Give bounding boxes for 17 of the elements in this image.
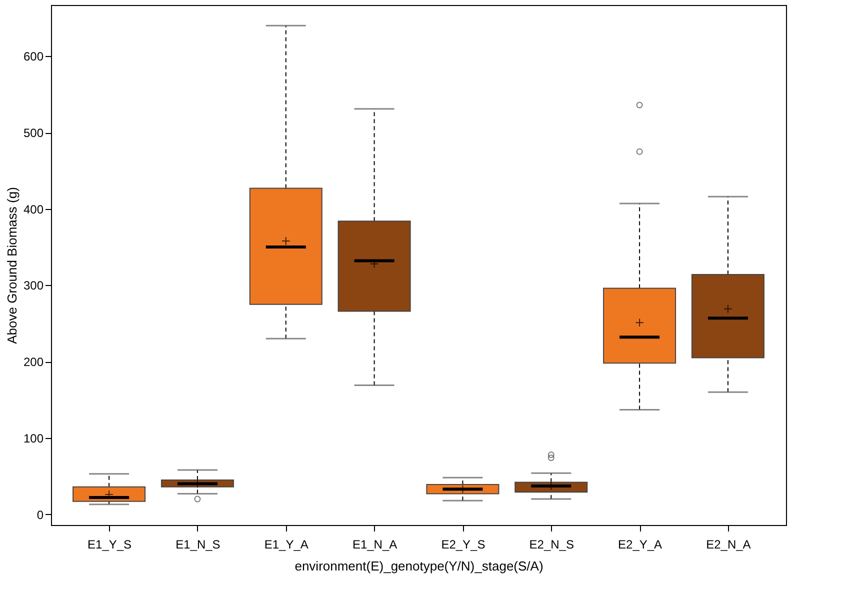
x-tick-label: E2_N_A — [706, 538, 751, 552]
y-tick-label: 600 — [23, 50, 44, 64]
y-tick-label: 300 — [23, 278, 44, 293]
y-tick-label: 100 — [23, 431, 44, 446]
x-tick-label: E2_Y_S — [441, 538, 486, 552]
x-tick-label: E1_Y_S — [88, 538, 132, 552]
y-axis-title: Above Ground Biomass (g) — [4, 187, 20, 344]
x-tick-label: E1_Y_A — [264, 538, 308, 552]
x-axis-title: environment(E)_genotype(Y/N)_stage(S/A) — [294, 558, 544, 574]
x-tick-label: E2_Y_A — [618, 538, 662, 552]
x-tick-label: E1_N_S — [176, 538, 220, 552]
y-tick-label: 400 — [23, 202, 44, 216]
y-tick-label: 200 — [23, 355, 44, 370]
x-tick-label: E1_N_A — [352, 538, 398, 552]
y-tick-label: 500 — [23, 126, 44, 140]
y-tick-label: 0 — [36, 508, 44, 522]
x-tick-label: E2_N_S — [529, 538, 574, 552]
